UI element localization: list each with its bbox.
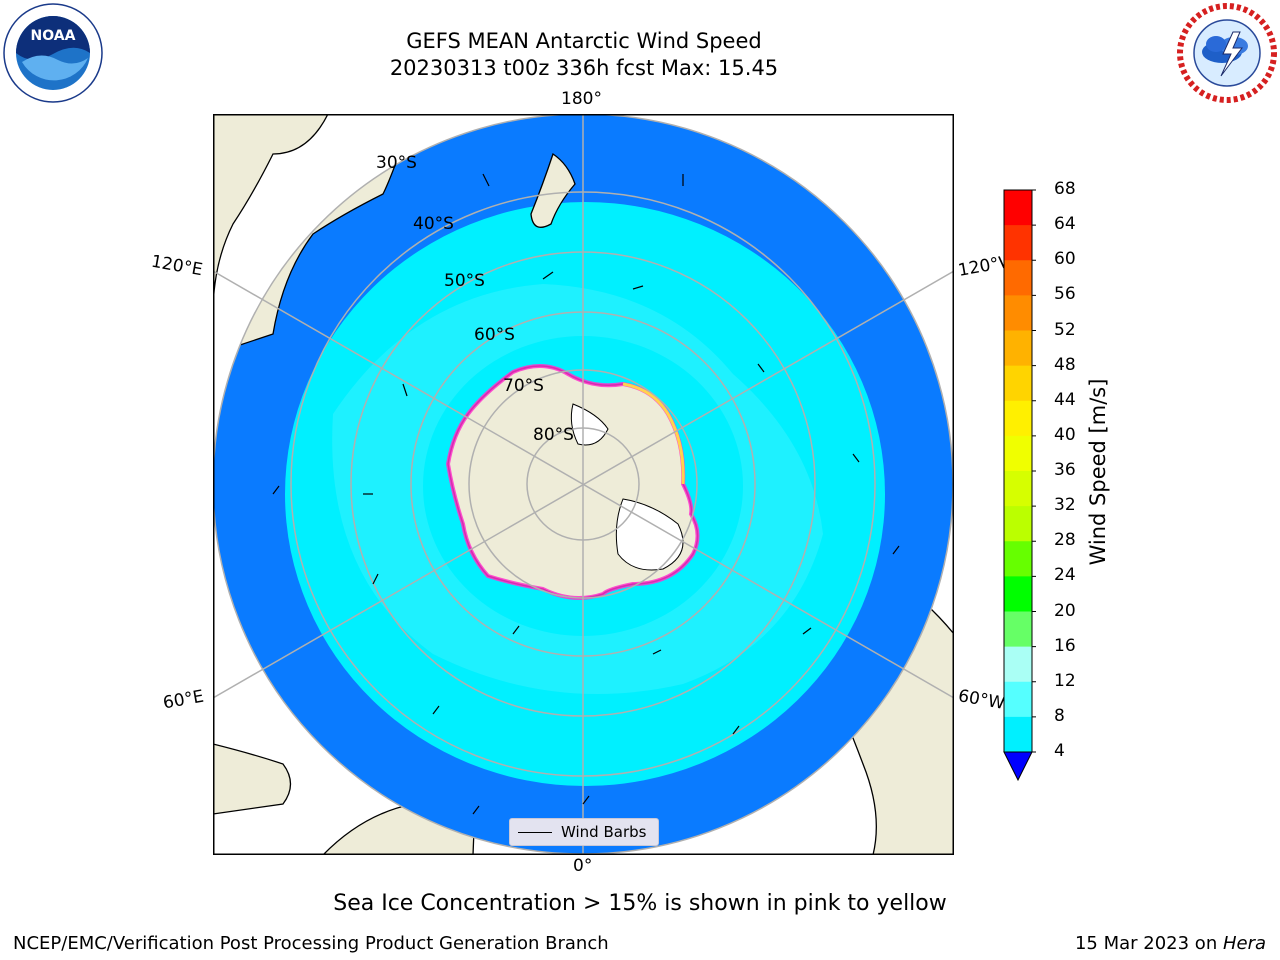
colorbar — [1003, 189, 1036, 782]
colorbar-tick-label: 28 — [1054, 530, 1076, 551]
colorbar-segment — [1004, 576, 1032, 612]
colorbar-segment — [1004, 295, 1032, 331]
lon-label-top: 180° — [561, 89, 602, 109]
polar-map — [213, 114, 954, 855]
lon-label-bottom: 0° — [573, 856, 593, 876]
colorbar-tick-label: 48 — [1054, 354, 1076, 375]
map-frame-border — [213, 114, 954, 855]
colorbar-segment — [1004, 506, 1032, 542]
colorbar-tick-label: 60 — [1054, 249, 1076, 270]
lat-label-70: 70°S — [503, 376, 544, 396]
colorbar-tick-label: 20 — [1054, 600, 1076, 621]
colorbar-under-triangle — [1003, 751, 1033, 782]
colorbar-tick-label: 4 — [1054, 741, 1065, 761]
colorbar-tick-label: 24 — [1054, 565, 1076, 586]
chart-title: GEFS MEAN Antarctic Wind Speed — [406, 29, 762, 53]
lon-label-left-lower: 60°E — [161, 686, 206, 714]
colorbar-segment — [1004, 646, 1032, 683]
colorbar-segment — [1004, 681, 1032, 718]
land-new-zealand — [530, 152, 576, 228]
legend-label: Wind Barbs — [561, 823, 647, 841]
colorbar-segment — [1004, 330, 1032, 367]
colorbar-segment — [1004, 435, 1032, 472]
colorbar-tick-label: 12 — [1054, 670, 1076, 691]
colorbar-tick-label: 44 — [1054, 389, 1076, 410]
lat-label-40: 40°S — [413, 214, 454, 234]
land-africa-west — [213, 743, 292, 815]
colorbar-tick-label: 40 — [1054, 424, 1076, 445]
colorbar-tick-label: 8 — [1054, 705, 1065, 726]
colorbar-tick-label: 56 — [1054, 284, 1076, 305]
wind-barbs-legend: Wind Barbs — [509, 818, 659, 846]
lat-label-30: 30°S — [376, 153, 417, 173]
ice-shelf-ross — [570, 403, 609, 446]
lat-label-50: 50°S — [444, 271, 485, 291]
lat-label-80: 80°S — [533, 425, 574, 445]
colorbar-title: Wind Speed [m/s] — [1086, 378, 1110, 566]
colorbar-segment — [1004, 716, 1032, 753]
colorbar-tick-label: 36 — [1054, 460, 1076, 480]
footer-branch: NCEP/EMC/Verification Post Processing Pr… — [13, 933, 609, 954]
land-australia — [213, 114, 329, 315]
colorbar-segment — [1004, 541, 1032, 577]
colorbar-tick-label: 64 — [1054, 214, 1076, 235]
chart-subtitle: 20230313 t00z 336h fcst Max: 15.45 — [389, 56, 779, 80]
footer-date-text: 15 Mar 2023 on — [1074, 933, 1223, 954]
footer-machine: Hera — [1222, 933, 1266, 954]
sea-ice-note: Sea Ice Concentration > 15% is shown in … — [333, 891, 947, 916]
colorbar-segment — [1004, 225, 1032, 261]
wind-barbs — [272, 173, 900, 815]
colorbar-tick-label: 68 — [1054, 179, 1076, 199]
noaa-logo-icon: NOAA — [3, 3, 103, 103]
nws-logo-icon — [1177, 3, 1277, 103]
colorbar-segment — [1004, 260, 1032, 296]
colorbar-tick-label: 32 — [1054, 495, 1076, 516]
footer-date: 15 Mar 2023 on Hera — [1075, 933, 1266, 954]
lon-label-left-upper: 120°E — [149, 251, 205, 281]
colorbar-segment — [1004, 611, 1032, 648]
colorbar-segment — [1004, 400, 1032, 437]
ice-shelf-ronne — [615, 498, 684, 571]
noaa-logo-text: NOAA — [31, 28, 76, 44]
colorbar-tick-label: 16 — [1054, 635, 1076, 656]
colorbar-segment — [1004, 471, 1032, 507]
lon-label-right-lower: 60°W — [956, 686, 1007, 714]
sea-ice-yellow — [622, 382, 685, 485]
colorbar-segment — [1004, 365, 1032, 402]
lat-label-60: 60°S — [474, 325, 515, 345]
colorbar-tick-label: 52 — [1054, 319, 1076, 340]
colorbar-segment — [1004, 190, 1032, 226]
legend-line-icon — [518, 832, 552, 833]
